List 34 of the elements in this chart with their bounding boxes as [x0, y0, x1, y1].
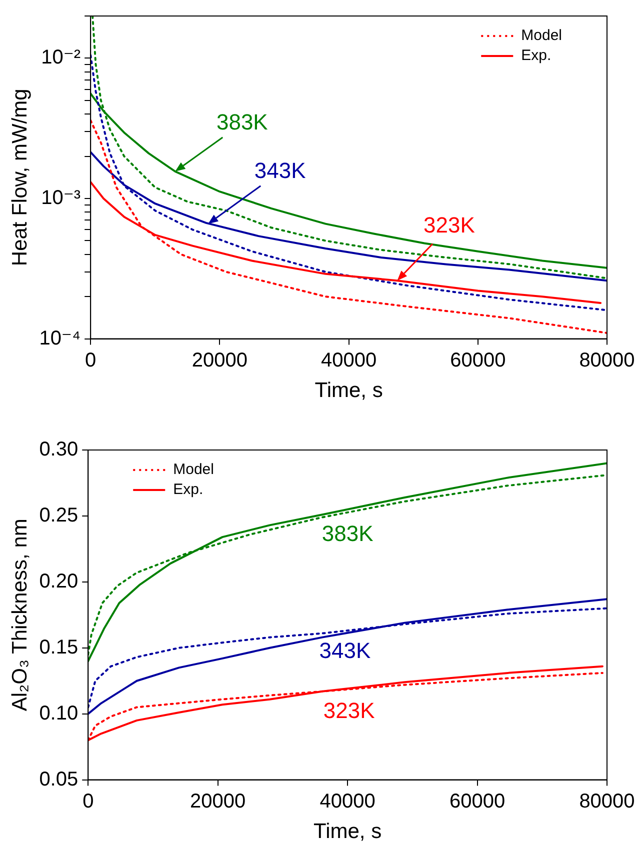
annotation: 343K — [254, 158, 306, 183]
y-tick-label: 10⁻³ — [41, 187, 81, 210]
y-tick-label: 0.15 — [39, 636, 78, 658]
line-series — [92, 16, 607, 280]
y-tick-label: 0.20 — [39, 570, 78, 592]
x-tick-label: 60000 — [449, 790, 506, 812]
x-axis-title: Time, s — [314, 820, 382, 844]
x-tick-label: 80000 — [579, 790, 635, 812]
legend-label: Exp. — [173, 481, 204, 498]
annotation: 383K — [322, 520, 374, 546]
x-tick-label: 40000 — [320, 349, 377, 372]
y-axis-title: Heat Flow, mW/mg — [8, 88, 32, 266]
x-tick-label: 40000 — [320, 790, 376, 812]
legend-label: Exp. — [521, 47, 552, 64]
y-tick-label: 0.25 — [39, 504, 78, 526]
x-tick-label: 20000 — [190, 790, 246, 812]
annotation: 323K — [323, 698, 376, 723]
x-axis-title: Time, s — [314, 379, 383, 402]
x-tick-label: 0 — [85, 349, 96, 372]
x-tick-label: 0 — [82, 790, 94, 812]
y-axis-title: Al₂O₃ Thickness, nm — [8, 518, 32, 712]
y-tick-label: 0.10 — [39, 702, 78, 724]
y-tick-label: 10⁻⁴ — [39, 327, 81, 350]
y-tick-label: 0.30 — [39, 438, 78, 461]
annotation: 323K — [424, 212, 476, 238]
y-tick-label: 0.05 — [39, 768, 78, 790]
legend-label: Model — [521, 27, 562, 44]
y-tick-label: 10⁻² — [41, 46, 81, 69]
legend-label: Model — [173, 461, 214, 478]
x-tick-label: 80000 — [579, 349, 635, 372]
annotation: 343K — [319, 638, 371, 663]
x-tick-label: 20000 — [192, 349, 248, 372]
x-tick-label: 60000 — [450, 349, 506, 372]
annotation: 383K — [216, 109, 268, 134]
